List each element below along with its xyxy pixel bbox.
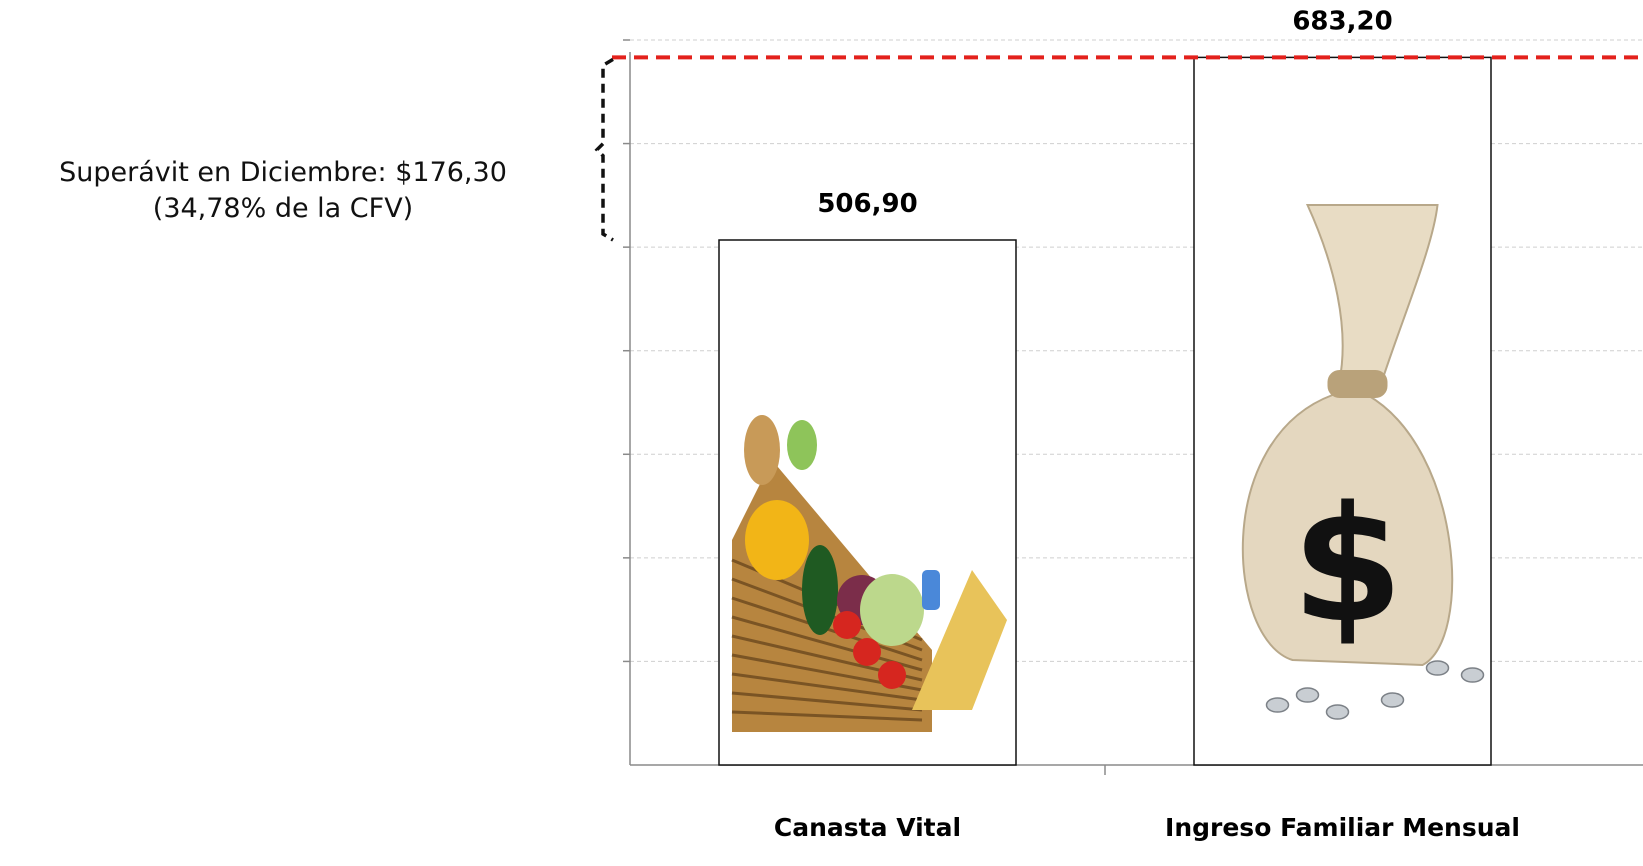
data-label: 683,20 — [1292, 6, 1392, 36]
vegetable-basket-icon — [731, 415, 1007, 732]
x-tick-label: Canasta Vital — [774, 813, 961, 842]
dollar-sign: $ — [1292, 471, 1403, 658]
surplus-annotation-line2: (34,78% de la CFV) — [152, 193, 414, 224]
x-tick-label: Ingreso Familiar Mensual — [1165, 813, 1520, 842]
surplus-annotation: Superávit en Diciembre: $176,30 (34,78% … — [0, 155, 566, 227]
data-label: 506,90 — [817, 189, 917, 219]
surplus-annotation-line1: Superávit en Diciembre: $176,30 — [59, 157, 507, 188]
bracket — [594, 57, 614, 242]
money-bag-icon: $ — [1241, 204, 1485, 720]
